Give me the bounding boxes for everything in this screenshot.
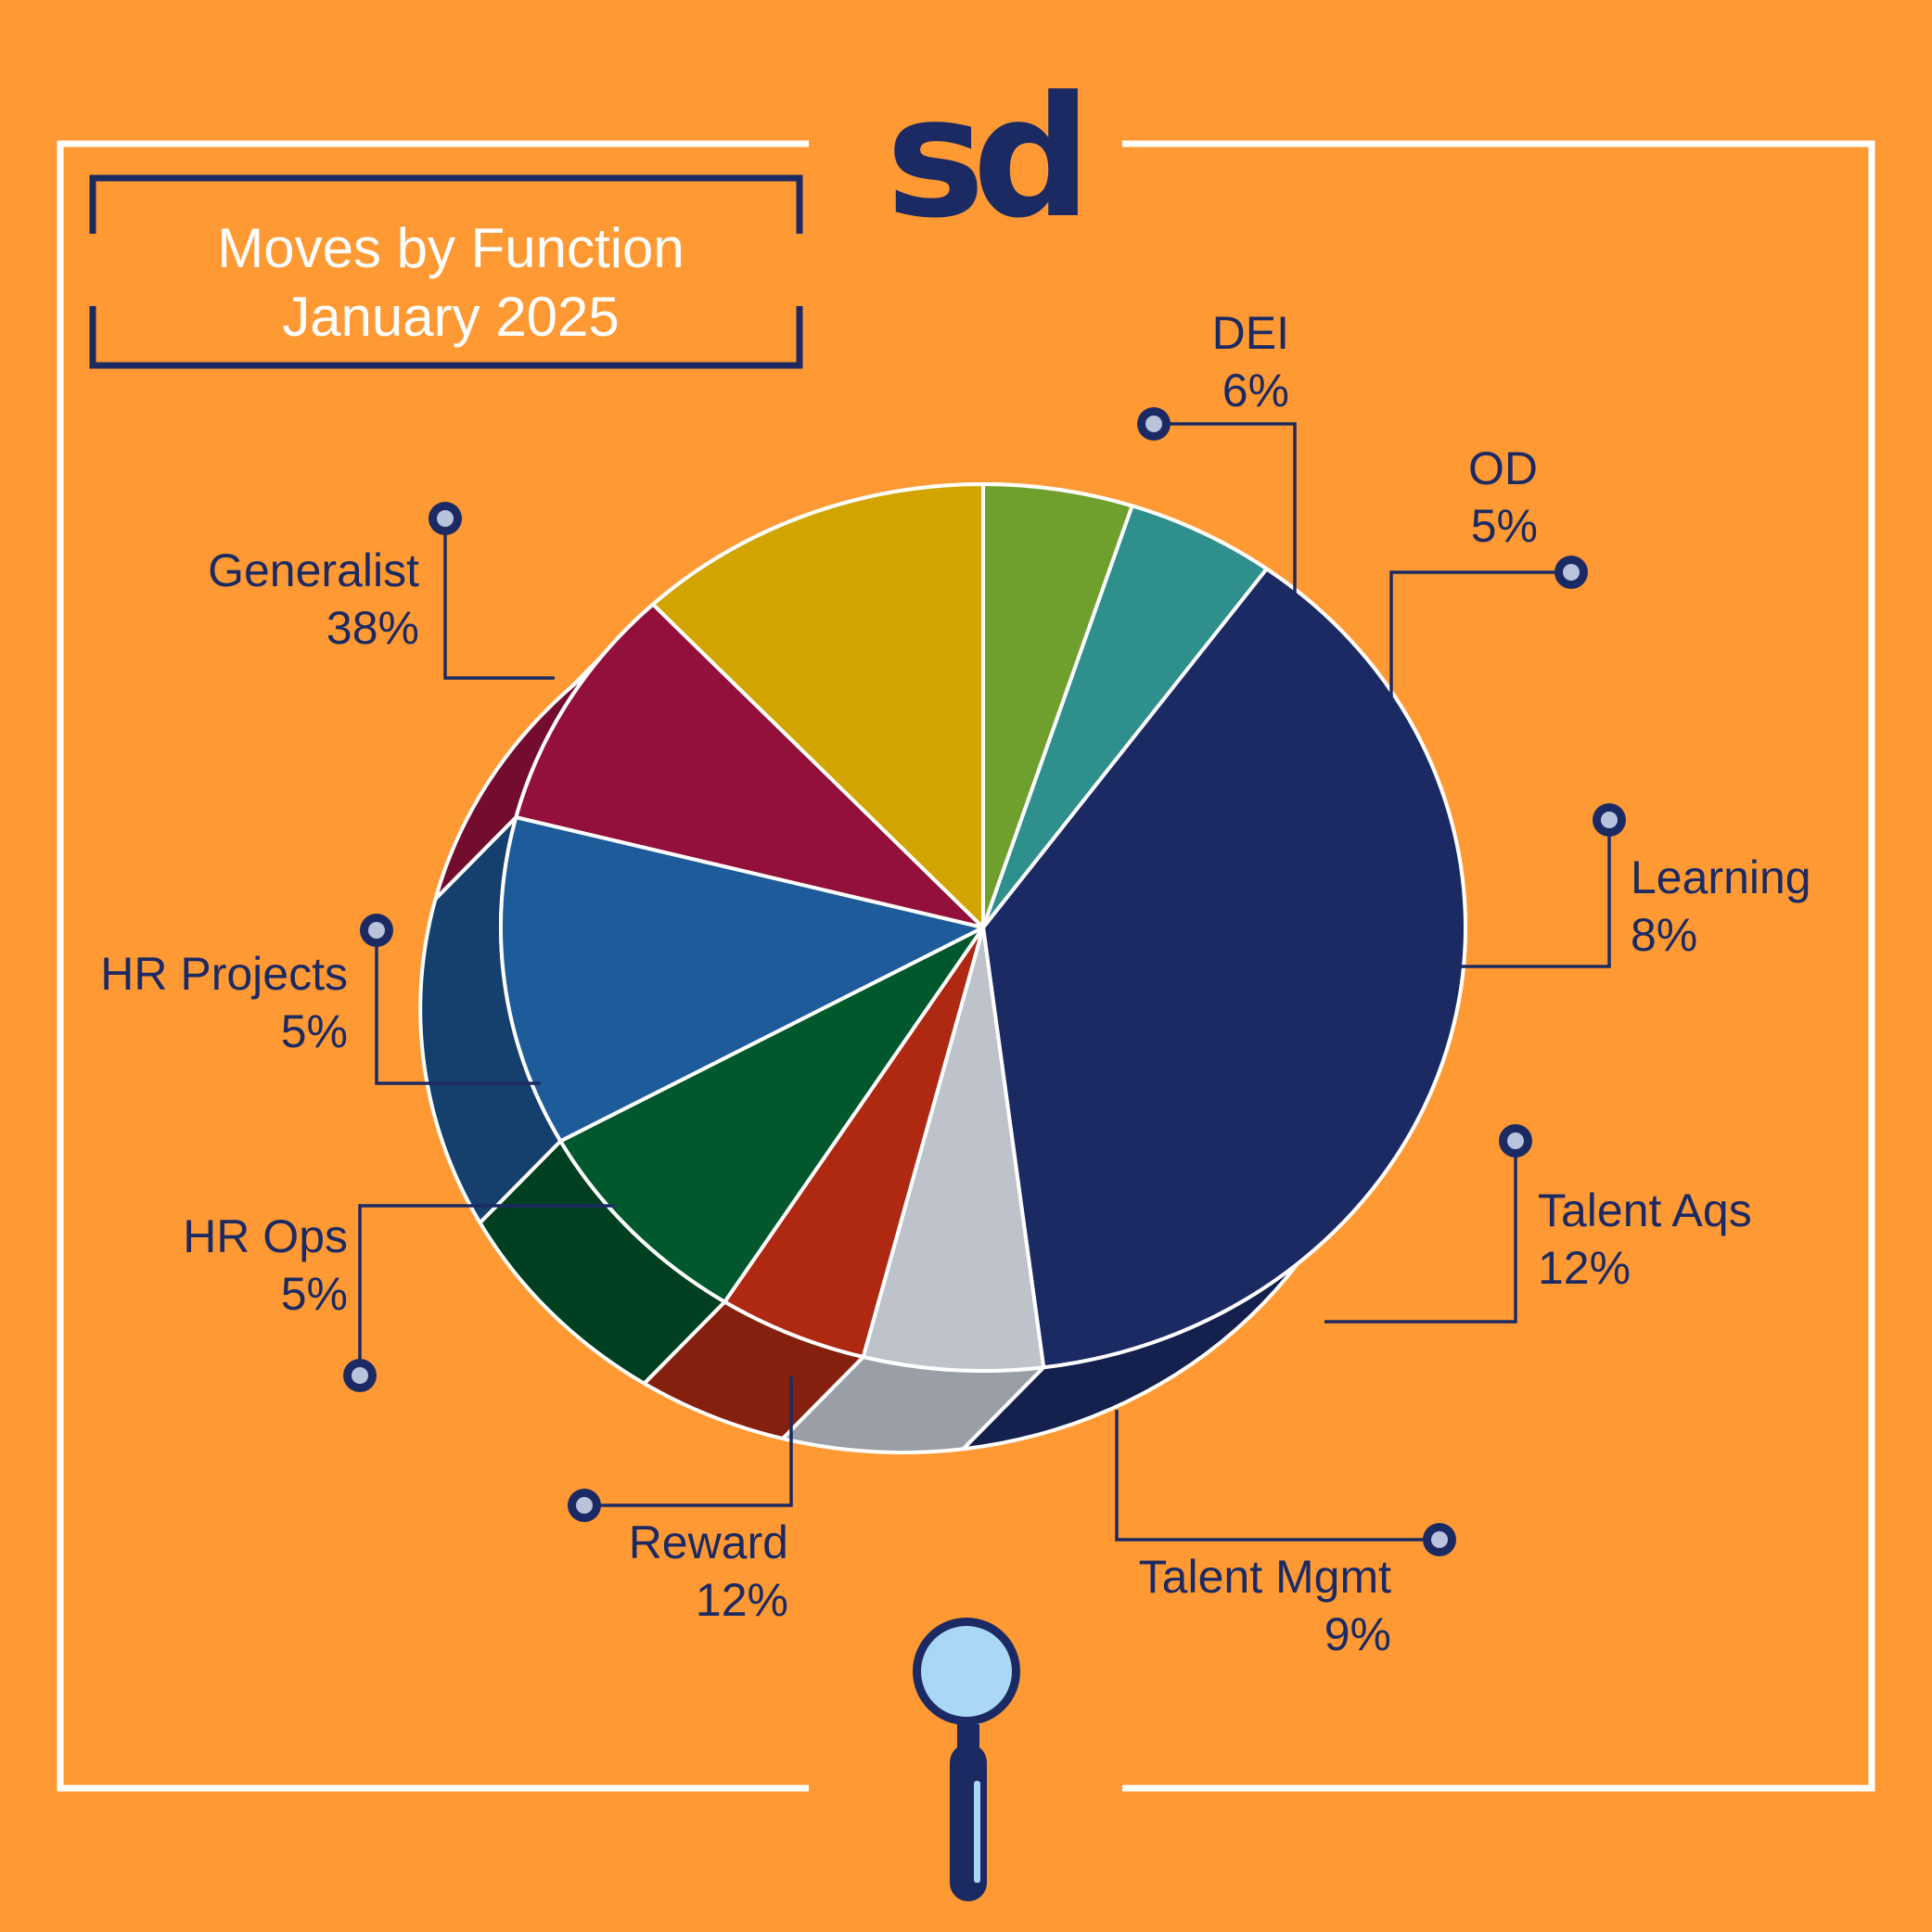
value-talent-mgmt: 9% — [1324, 1608, 1391, 1660]
label-dei: DEI — [1212, 307, 1289, 359]
value-hr-ops: 5% — [281, 1268, 348, 1320]
callouts: Generalist 38% DEI 6% OD 5% Learning 8% Talent A… — [100, 307, 1810, 1660]
leader-line-od — [1389, 570, 1571, 797]
value-dei: 6% — [1222, 365, 1289, 416]
label-reward: Reward — [629, 1516, 788, 1568]
leader-line-hr-projects — [375, 930, 541, 1085]
pie-slice-learning — [558, 926, 985, 1304]
pie-slice-dei — [861, 926, 1046, 1373]
pie-slice-talent-aqs — [499, 815, 985, 1144]
callout-od: OD 5% — [1389, 442, 1588, 797]
pie-slice-generalist — [981, 567, 1467, 1370]
label-learning: Learning — [1631, 851, 1811, 903]
value-hr-projects: 5% — [281, 1005, 348, 1057]
magnifier-icon — [913, 1618, 1020, 1901]
chart-title-line1: Moves by Function — [217, 217, 685, 279]
leader-line-hr-ops — [358, 1204, 615, 1375]
label-talent-aqs: Talent Aqs — [1538, 1184, 1752, 1236]
leader-line-reward — [584, 1376, 793, 1507]
chart-title-line2: January 2025 — [282, 286, 620, 348]
leader-line-talent-aqs — [1324, 1141, 1517, 1324]
label-generalist: Generalist — [208, 544, 419, 596]
label-hr-ops: HR Ops — [183, 1210, 348, 1262]
callout-learning: Learning 8% — [1427, 803, 1811, 968]
pie-slice-hr-projects — [981, 504, 1269, 929]
callout-talent-aqs: Talent Aqs 12% — [1324, 1124, 1752, 1324]
leader-line-dei — [1154, 422, 1297, 680]
pie-slice-od — [723, 926, 985, 1359]
pie-chart — [418, 482, 1467, 1454]
title-box — [89, 174, 803, 369]
label-talent-mgmt: Talent Mgmt — [1139, 1551, 1391, 1603]
pie-slice-reward — [651, 482, 985, 929]
callout-hr-ops: HR Ops 5% — [183, 1204, 615, 1392]
outer-frame — [57, 140, 1875, 1792]
leader-line-generalist — [443, 518, 555, 680]
value-reward: 12% — [696, 1574, 788, 1626]
leader-line-talent-mgmt — [1115, 1410, 1439, 1542]
leader-line-learning — [1427, 820, 1611, 968]
pie-slice-talent-mgmt — [514, 602, 985, 929]
value-talent-aqs: 12% — [1538, 1242, 1631, 1294]
sd-logo: sd — [886, 61, 1079, 255]
label-od: OD — [1468, 442, 1538, 494]
value-generalist: 38% — [326, 602, 419, 654]
callout-dei: DEI 6% — [1137, 307, 1297, 680]
value-od: 5% — [1471, 500, 1538, 552]
callout-generalist: Generalist 38% — [208, 502, 555, 680]
label-hr-projects: HR Projects — [100, 948, 348, 1000]
callout-reward: Reward 12% — [568, 1376, 793, 1626]
value-learning: 8% — [1631, 909, 1697, 961]
